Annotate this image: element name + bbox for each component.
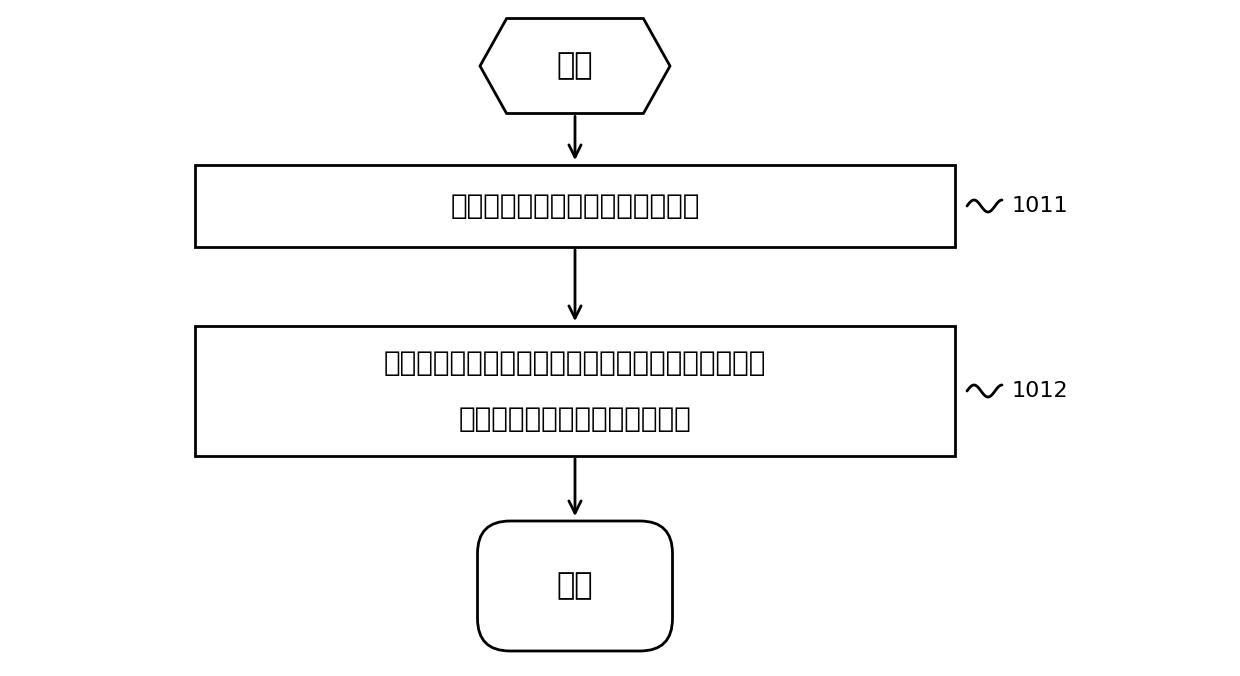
FancyBboxPatch shape [477,521,672,651]
Text: 开始: 开始 [557,51,593,80]
Text: 结束: 结束 [557,571,593,600]
Text: 接收每个所述子件接线盒根据所述关断信号检测到的: 接收每个所述子件接线盒根据所述关断信号检测到的 [384,349,766,377]
Bar [195,326,955,456]
Text: 1012: 1012 [1012,381,1069,401]
Polygon shape [480,18,670,114]
Text: 每个所述太阳能子件的开路电压: 每个所述太阳能子件的开路电压 [459,405,692,433]
Text: 控制所述接线盒网关发送关断信号: 控制所述接线盒网关发送关断信号 [450,192,699,220]
Bar [195,165,955,247]
Text: 1011: 1011 [1012,196,1069,216]
